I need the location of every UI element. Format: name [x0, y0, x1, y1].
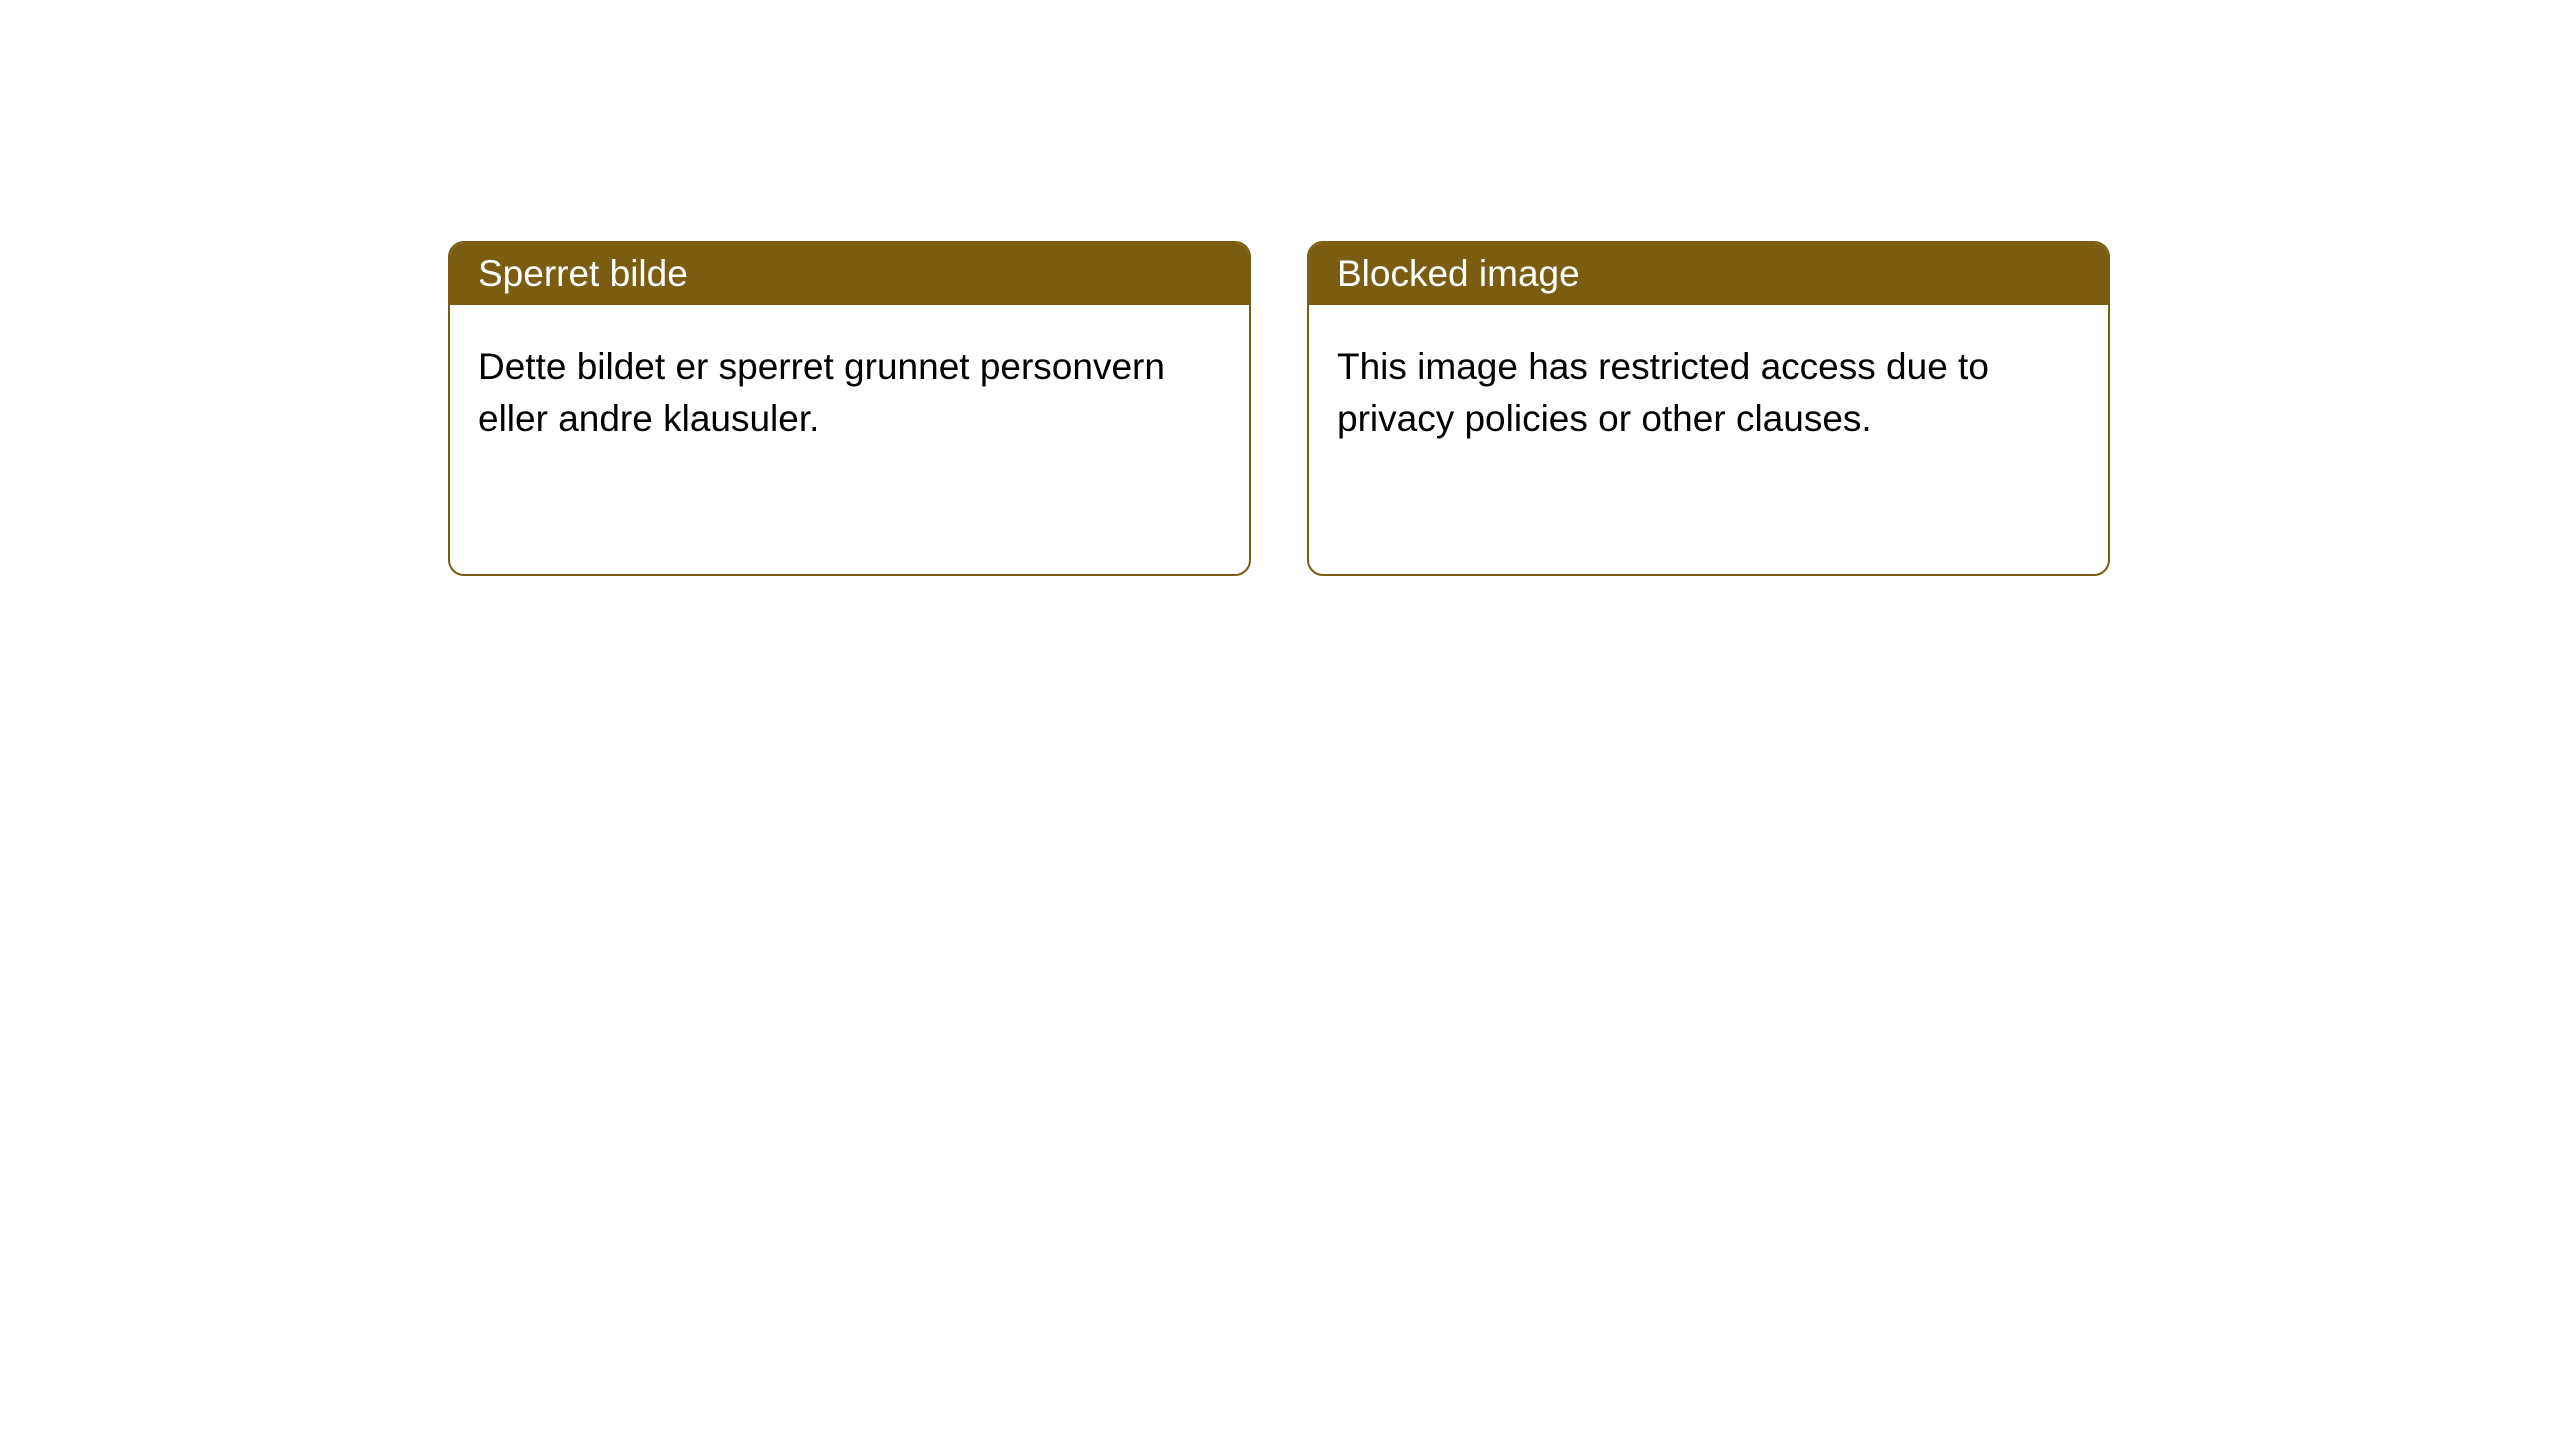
notice-container: Sperret bilde Dette bildet er sperret gr…	[0, 0, 2560, 576]
card-body-text: Dette bildet er sperret grunnet personve…	[478, 346, 1165, 439]
notice-card-english: Blocked image This image has restricted …	[1307, 241, 2110, 576]
notice-card-norwegian: Sperret bilde Dette bildet er sperret gr…	[448, 241, 1251, 576]
card-title: Blocked image	[1337, 253, 1580, 294]
card-body: Dette bildet er sperret grunnet personve…	[450, 305, 1249, 481]
card-body: This image has restricted access due to …	[1309, 305, 2108, 481]
card-body-text: This image has restricted access due to …	[1337, 346, 1989, 439]
card-header: Sperret bilde	[450, 243, 1249, 305]
card-title: Sperret bilde	[478, 253, 688, 294]
card-header: Blocked image	[1309, 243, 2108, 305]
